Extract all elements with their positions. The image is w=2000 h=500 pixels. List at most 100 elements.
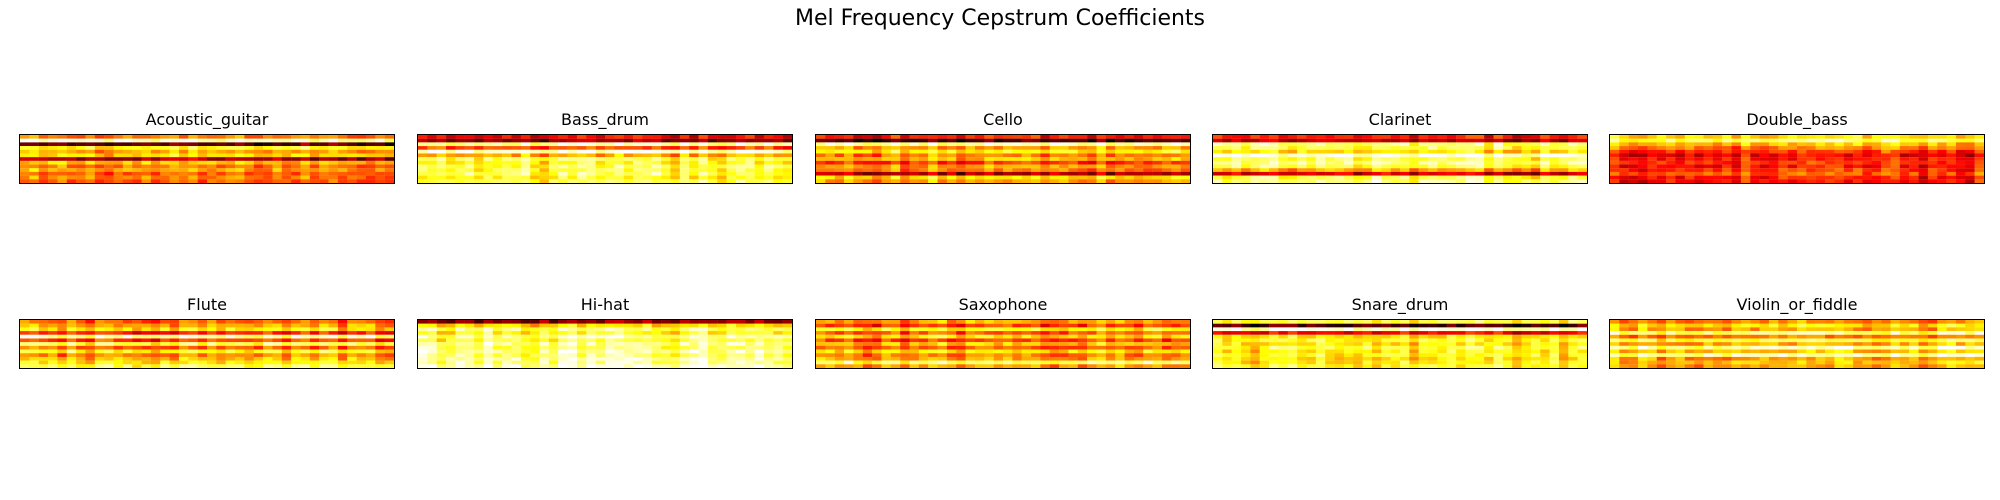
heatmap-cell [881,353,891,357]
heatmap-cell [605,360,615,365]
heatmap-cell [698,331,709,335]
heatmap-cell [1269,171,1279,176]
heatmap-cell [844,364,854,368]
heatmap-plot [418,320,792,368]
heatmap-cell [244,146,254,150]
heatmap-cell [844,349,854,354]
heatmap-cell [946,142,957,147]
heatmap-cell [984,175,994,180]
heatmap-cell [1731,323,1742,328]
heatmap-cell [169,331,180,335]
heatmap-cell [816,356,826,361]
heatmap-cell [1287,179,1298,183]
heatmap-cell [816,179,826,183]
heatmap-cell [698,320,709,324]
heatmap-cell [511,323,522,328]
heatmap-cell [1171,164,1181,169]
heatmap-cell [66,320,77,324]
heatmap-cell [567,160,578,165]
heatmap-cell [455,320,465,324]
heatmap-cell [1759,334,1770,339]
heatmap-cell [965,168,976,172]
heatmap-cell [356,146,367,150]
heatmap-cell [29,349,39,354]
heatmap-cell [160,353,170,357]
heatmap-cell [427,146,437,150]
heatmap-cell [216,334,226,339]
heatmap-cell [595,171,606,176]
heatmap-cell [782,146,792,150]
heatmap-cell [1315,349,1326,354]
heatmap-cell [745,320,755,324]
heatmap-cell [113,364,124,368]
heatmap-cell [1974,135,1984,139]
heatmap-cell [1675,323,1685,328]
heatmap-cell [483,338,493,343]
heatmap-cell [530,175,540,180]
heatmap-cell [1124,338,1135,343]
heatmap-cell [141,331,152,335]
heatmap-cell [1068,360,1078,365]
heatmap-cell [365,135,376,139]
heatmap-cell [1703,175,1714,180]
heatmap-cell [900,160,910,165]
heatmap-cell [1927,179,1938,183]
heatmap-cell [1306,320,1317,324]
heatmap-cell [984,168,994,172]
heatmap-cell [1241,142,1251,147]
heatmap-cell [291,349,301,354]
heatmap-cell [1577,175,1587,180]
heatmap-cell [1722,149,1732,154]
heatmap-cell [502,153,512,158]
heatmap-cell [984,153,994,158]
heatmap-cell [825,164,835,169]
heatmap-cell [104,320,114,324]
heatmap-cell [1797,331,1807,335]
heatmap-cell [853,360,863,365]
heatmap-cell [291,142,301,147]
heatmap-cell [197,175,208,180]
heatmap-cell [337,349,348,354]
heatmap-cell [1222,353,1232,357]
heatmap-cell [1610,323,1620,328]
heatmap-cell [1115,168,1125,172]
heatmap-cell [502,171,512,176]
heatmap-cell [1446,349,1457,354]
heatmap-cell [1465,364,1475,368]
heatmap-cell [48,331,58,335]
heatmap-cell [365,353,376,357]
heatmap-cell [782,135,792,139]
heatmap-cell [20,331,30,335]
heatmap-cell [1965,157,1975,161]
heatmap-cell [974,364,985,368]
heatmap-cell [1259,345,1270,350]
heatmap-cell [1297,356,1307,361]
heatmap-cell [782,142,792,147]
heatmap-cell [1843,142,1854,147]
heatmap-cell [492,168,503,172]
heatmap-cell [1171,356,1181,361]
heatmap-cell [281,342,292,346]
heatmap-cell [633,342,643,346]
heatmap-cell [576,360,587,365]
heatmap-cell [188,334,198,339]
heatmap-cell [1853,149,1863,154]
heatmap-cell [1087,168,1097,172]
heatmap-cell [1862,179,1872,183]
heatmap-cell [844,353,854,357]
heatmap-cell [309,168,320,172]
heatmap-cell [464,331,475,335]
heatmap-cell [1315,323,1326,328]
heatmap-cell [483,331,493,335]
heatmap-cell [918,323,929,328]
heatmap-cell [1628,168,1639,172]
heatmap-cell [1684,160,1695,165]
heatmap-cell [281,171,292,176]
heatmap-cell [300,146,311,150]
heatmap-cell [474,153,484,158]
heatmap-cell [150,160,161,165]
heatmap-cell [1974,138,1984,143]
heatmap-cell [1778,160,1788,165]
heatmap-cell [132,168,142,172]
heatmap-cell [1362,360,1373,365]
